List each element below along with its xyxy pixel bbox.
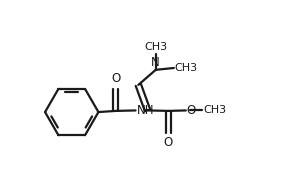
Text: CH3: CH3 (175, 63, 198, 73)
Text: NH: NH (137, 104, 154, 117)
Text: CH3: CH3 (144, 42, 167, 52)
Text: CH3: CH3 (203, 105, 226, 115)
Text: O: O (187, 104, 196, 117)
Text: O: O (111, 72, 121, 85)
Text: N: N (151, 56, 160, 69)
Text: O: O (164, 137, 173, 149)
